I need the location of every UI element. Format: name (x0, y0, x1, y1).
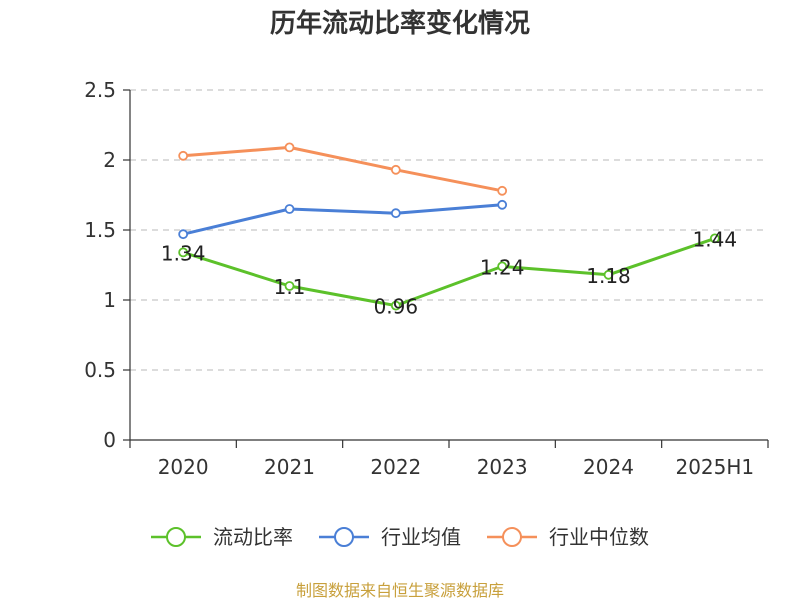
series-1 (178, 233, 720, 311)
x-tick-label: 2025H1 (675, 455, 754, 479)
series-2 (178, 199, 508, 240)
data-point[interactable] (709, 233, 720, 244)
legend-label: 流动比率 (213, 525, 293, 549)
data-point[interactable] (390, 300, 401, 311)
data-point[interactable] (178, 150, 189, 161)
data-point[interactable] (284, 204, 295, 214)
series-line (183, 145, 503, 193)
series-layer (178, 142, 720, 311)
y-tick-label: 1 (103, 288, 116, 312)
data-label: 0.96 (374, 295, 419, 319)
series-line (182, 236, 716, 308)
data-point[interactable] (178, 229, 189, 240)
series-line (182, 203, 503, 236)
legend-item[interactable]: 流动比率 (151, 525, 293, 549)
legend-label: 行业中位数 (549, 525, 649, 549)
data-point[interactable] (390, 208, 401, 219)
data-point[interactable] (284, 281, 295, 291)
legend-marker (334, 527, 354, 547)
data-point[interactable] (178, 247, 189, 258)
data-label: 1.1 (274, 275, 306, 299)
legend-item[interactable]: 行业均值 (319, 525, 461, 549)
data-point[interactable] (390, 164, 401, 175)
series-3 (178, 142, 508, 196)
legend-item[interactable]: 行业中位数 (487, 525, 649, 549)
data-label: 1.44 (693, 227, 738, 251)
legend[interactable]: 流动比率 行业均值 行业中位数 (151, 525, 649, 549)
legend-label: 行业均值 (381, 525, 461, 549)
x-tick-label: 2021 (264, 455, 315, 479)
data-labels: 1.34 1.1 0.96 1.24 1.18 1.44 (161, 227, 737, 318)
legend-marker (502, 527, 522, 547)
axes: 0 0.5 1 1.5 2 2.5 2020 2021 2022 2023 2024 2025H1 (84, 78, 769, 479)
legend-marker (166, 527, 186, 547)
data-label: 1.34 (161, 241, 206, 265)
data-label: 1.18 (586, 264, 631, 288)
data-point[interactable] (497, 199, 508, 210)
x-tick-label: 2022 (370, 455, 421, 479)
data-point[interactable] (497, 261, 508, 272)
data-point[interactable] (284, 142, 295, 153)
y-tick-label: 1.5 (84, 218, 116, 242)
y-tick-label: 2.5 (84, 78, 116, 102)
y-tick-label: 2 (103, 148, 116, 172)
x-tick-label: 2023 (477, 455, 528, 479)
source-note: 制图数据来自恒生聚源数据库 (296, 581, 504, 600)
data-point[interactable] (603, 269, 614, 280)
chart-title: 历年流动比率变化情况 (270, 8, 530, 39)
x-tick-label: 2024 (583, 455, 634, 479)
grid-lines (130, 89, 768, 371)
x-tick-label: 2020 (158, 455, 209, 479)
y-tick-label: 0 (103, 428, 116, 452)
data-label: 1.24 (480, 255, 525, 279)
y-tick-label: 0.5 (84, 358, 116, 382)
data-point[interactable] (497, 185, 508, 196)
